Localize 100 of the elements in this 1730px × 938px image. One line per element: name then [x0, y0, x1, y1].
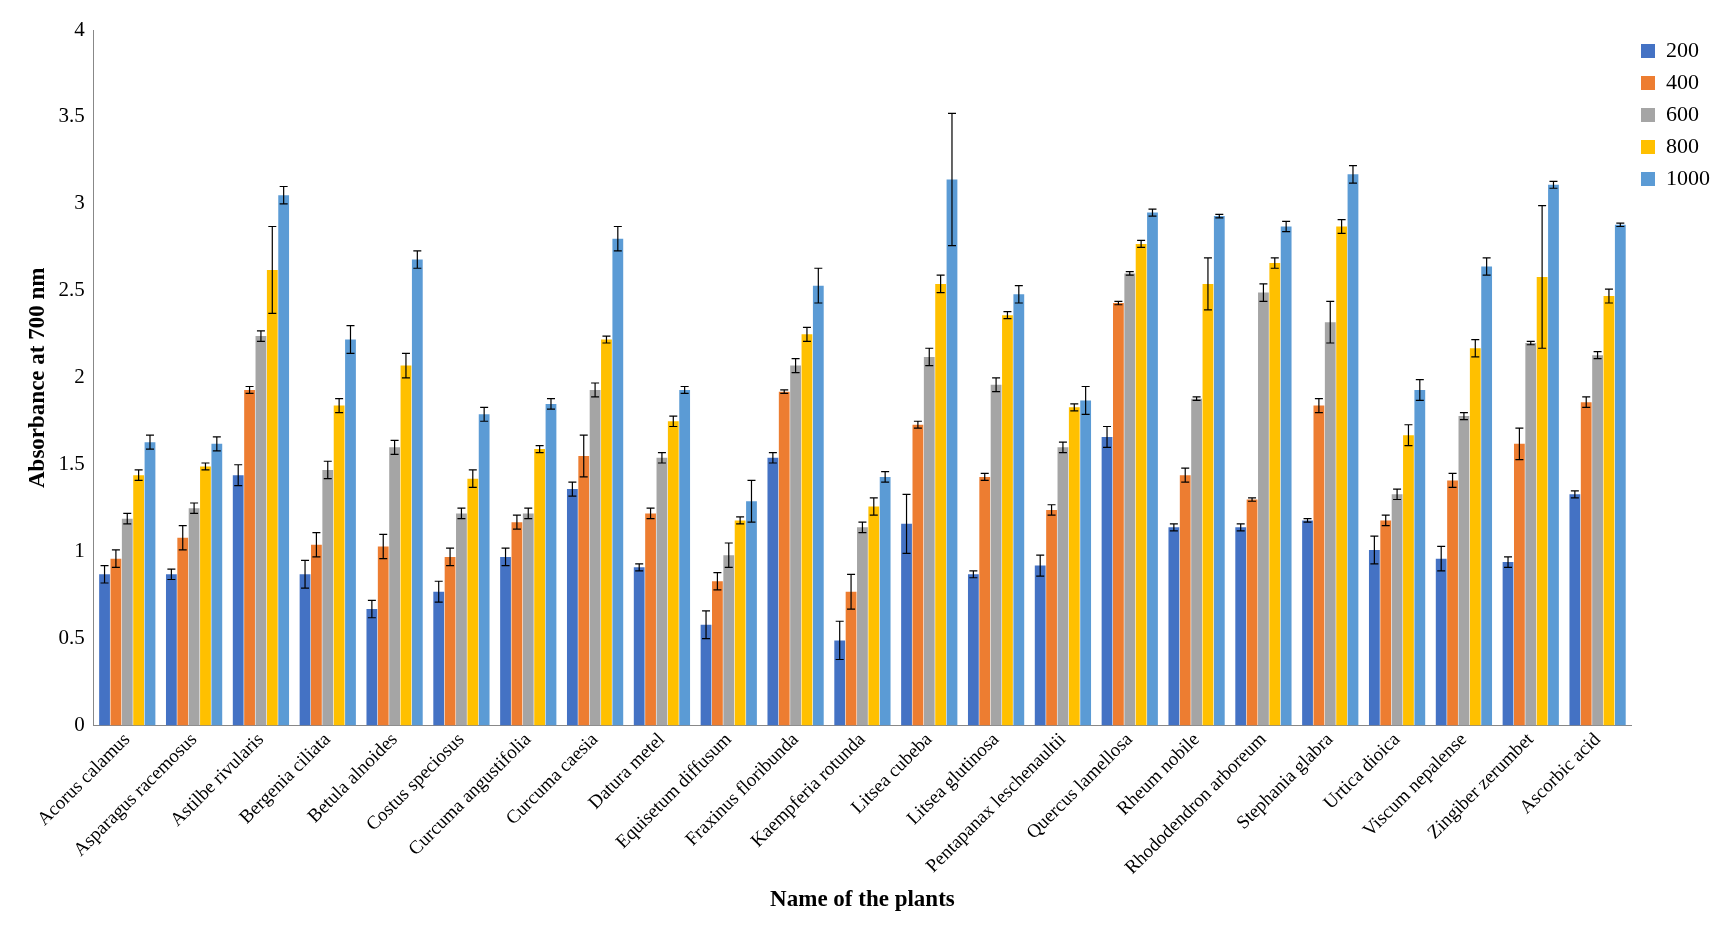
- bar: [1258, 292, 1269, 726]
- bar: [1391, 494, 1403, 726]
- y-tick-label: 0: [74, 712, 85, 737]
- bar: [522, 513, 534, 726]
- bar: [534, 449, 546, 726]
- x-axis-title: Name of the plants: [770, 886, 955, 912]
- bar: [778, 391, 790, 726]
- bar: [1068, 407, 1080, 726]
- bar: [1246, 499, 1258, 726]
- bar: [1057, 447, 1069, 726]
- bar: [656, 457, 668, 726]
- bar: [1135, 243, 1147, 726]
- bar: [110, 558, 122, 726]
- bar: [1380, 520, 1392, 726]
- bar: [935, 283, 947, 726]
- legend-label: 200: [1666, 36, 1699, 62]
- bar: [1302, 520, 1313, 726]
- bar: [1569, 494, 1581, 726]
- bar: [1213, 216, 1225, 726]
- bar: [868, 506, 880, 726]
- bar: [1548, 184, 1559, 726]
- bar: [188, 508, 200, 726]
- bar: [746, 501, 757, 726]
- bar: [1614, 224, 1626, 726]
- bar: [645, 513, 656, 726]
- bar: [723, 555, 735, 726]
- bar: [1113, 303, 1124, 726]
- bar: [1002, 315, 1013, 726]
- bar: [456, 513, 467, 726]
- bar: [200, 466, 211, 726]
- bar: [121, 518, 133, 726]
- y-tick-label: 4: [74, 16, 86, 41]
- bar: [1080, 400, 1092, 726]
- bar: [400, 365, 412, 726]
- bar: [1502, 562, 1514, 726]
- bar: [333, 405, 345, 726]
- bar: [1336, 226, 1348, 726]
- y-tick-label: 1: [74, 538, 85, 563]
- y-axis-title: Absorbance at 700 nm: [23, 267, 49, 488]
- bar: [1324, 322, 1336, 726]
- bar: [322, 469, 334, 726]
- bar: [133, 475, 145, 726]
- bar: [366, 609, 378, 726]
- bar: [566, 489, 578, 726]
- y-tick-label: 3: [74, 190, 85, 215]
- bar: [967, 574, 979, 726]
- bar: [545, 403, 557, 726]
- bar: [1280, 226, 1292, 726]
- bar: [311, 544, 322, 726]
- bar: [1435, 558, 1447, 726]
- bar: [500, 556, 511, 726]
- bar: [299, 574, 311, 726]
- bar: [1147, 212, 1158, 726]
- bar: [1536, 276, 1548, 726]
- bar: [177, 537, 189, 726]
- bar: [1469, 348, 1481, 726]
- y-tick-label: 2: [74, 364, 85, 389]
- bar: [923, 356, 935, 726]
- bar: [912, 424, 924, 726]
- bar: [679, 389, 691, 726]
- bar: [244, 389, 255, 726]
- bar: [1269, 263, 1281, 726]
- bar: [857, 527, 868, 726]
- bar: [578, 456, 590, 726]
- bar: [1447, 480, 1458, 726]
- bar: [979, 476, 991, 726]
- bar: [712, 581, 723, 726]
- bar: [1101, 436, 1113, 726]
- bar: [1580, 402, 1592, 726]
- bar: [1592, 355, 1603, 726]
- bar: [1013, 294, 1025, 726]
- bar: [211, 443, 223, 726]
- bar: [255, 336, 267, 726]
- bar: [1458, 416, 1470, 726]
- bar: [612, 238, 624, 726]
- bar: [377, 546, 389, 726]
- bar: [1603, 296, 1615, 726]
- bar: [467, 478, 479, 726]
- y-tick-label: 1.5: [58, 451, 85, 476]
- bar: [478, 414, 490, 726]
- bar: [1046, 509, 1057, 726]
- bar: [633, 567, 645, 726]
- bar: [767, 457, 779, 726]
- bar: [1124, 273, 1136, 726]
- bar: [734, 520, 746, 726]
- bar: [511, 522, 523, 726]
- bar: [1368, 549, 1380, 726]
- bar: [879, 476, 891, 726]
- bar: [834, 640, 846, 726]
- bar: [1034, 565, 1046, 726]
- bar: [232, 475, 244, 726]
- bar: [433, 591, 445, 726]
- bar: [1403, 435, 1414, 726]
- bar: [99, 574, 110, 726]
- bar: [278, 195, 290, 726]
- bar: [144, 442, 156, 726]
- bar: [801, 334, 813, 726]
- bar: [1347, 174, 1359, 726]
- bar: [667, 421, 679, 726]
- bar: [589, 389, 601, 726]
